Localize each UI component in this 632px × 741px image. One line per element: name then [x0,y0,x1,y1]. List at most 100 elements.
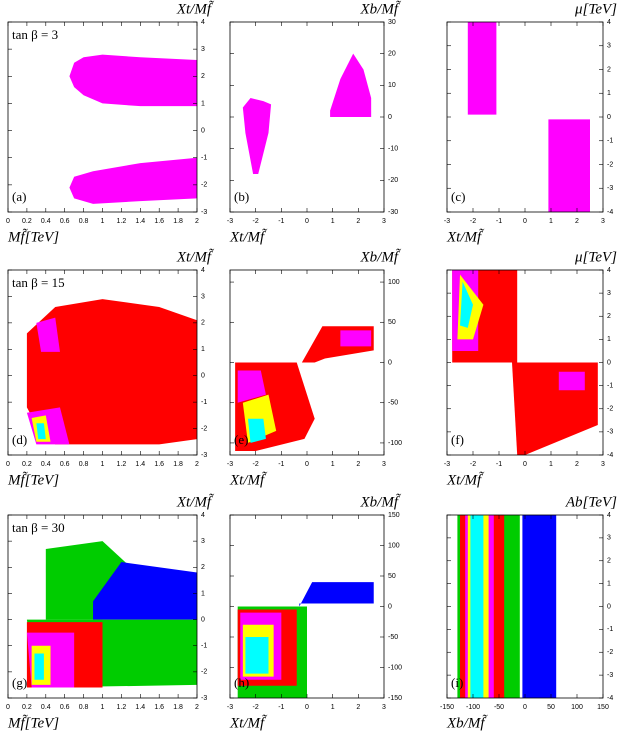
x-tick-label: 0.2 [22,218,32,225]
panel-label: (d) [12,432,27,447]
y-axis-label: Xt/Mf̃ [176,248,214,265]
point-region [299,582,374,607]
y-tick-label: 0 [201,127,205,134]
y-axis-label: μ[TeV] [574,249,617,265]
y-tick-label: 4 [607,19,611,26]
y-tick-label: 150 [388,512,400,519]
x-tick-label: 1.8 [173,704,183,711]
panel-label: (a) [12,189,26,204]
x-tick-label: -3 [227,218,233,225]
x-tick-label: 2 [575,461,579,468]
x-tick-label: 0 [523,218,527,225]
y-tick-label: 2 [201,73,205,80]
x-tick-label: 1 [549,218,553,225]
x-axis-label: Xt/Mf̃ [446,228,484,245]
y-tick-label: 0 [388,603,392,610]
x-axis-label: Mf̃[TeV] [7,714,59,731]
x-tick-label: 3 [382,461,386,468]
x-tick-label: 3 [601,218,605,225]
point-region [36,423,46,440]
y-tick-label: -2 [607,406,613,413]
point-region [548,119,590,212]
x-tick-label: 1.2 [117,218,127,225]
x-tick-label: 1 [331,218,335,225]
x-tick-label: 1.4 [135,704,145,711]
y-tick-label: 3 [607,43,611,50]
point-region [467,22,497,115]
panel-label: (g) [12,675,27,690]
x-axis-label: Mf̃[TeV] [7,228,59,245]
y-tick-label: -20 [388,177,398,184]
point-region [26,299,198,445]
point-region [242,98,272,174]
y-tick-label: 4 [607,267,611,274]
x-tick-label: 0.6 [60,461,70,468]
y-tick-label: -50 [388,634,398,641]
y-axis-label: Ab[TeV] [565,494,617,510]
y-tick-label: -1 [607,626,613,633]
point-region [460,281,473,328]
y-tick-label: -3 [607,429,613,436]
x-axis-label: Xt/Mf̃ [446,471,484,488]
y-tick-label: 1 [201,100,205,107]
y-tick-label: -2 [201,669,207,676]
panel-label: (h) [234,675,249,690]
y-tick-label: 0 [388,359,392,366]
x-tick-label: 0.6 [60,704,70,711]
x-axis-label: Xt/Mf̃ [229,714,267,731]
point-region [512,362,598,455]
x-tick-label: 2 [356,704,360,711]
x-tick-label: 0.4 [41,704,51,711]
y-tick-label: -1 [607,138,613,145]
x-tick-label: 1.8 [173,218,183,225]
y-tick-label: -2 [201,425,207,432]
y-tick-label: 10 [388,82,396,89]
x-tick-label: 0 [523,461,527,468]
y-tick-label: -1 [201,155,207,162]
point-region [34,653,44,680]
y-tick-label: 4 [201,512,205,519]
x-tick-label: 2 [356,218,360,225]
x-tick-label: 3 [382,218,386,225]
y-tick-label: 100 [388,542,400,549]
y-tick-label: -4 [607,209,613,216]
y-tick-label: 0 [607,359,611,366]
x-axis-label: Mf̃[TeV] [7,471,59,488]
y-tick-label: -2 [201,182,207,189]
x-tick-label: 0 [305,218,309,225]
y-axis-label: μ[TeV] [574,1,617,17]
x-tick-label: 1 [331,704,335,711]
x-tick-label: 2 [195,704,199,711]
y-axis-label: Xb/Mf̃ [360,0,402,17]
point-region [247,418,266,443]
point-region [470,515,484,698]
point-region [330,53,372,117]
point-region [522,515,557,698]
x-tick-label: 1 [549,461,553,468]
y-tick-label: 2 [607,558,611,565]
x-tick-label: -1 [496,461,502,468]
y-tick-label: 3 [201,293,205,300]
point-region [558,371,585,391]
y-tick-label: -2 [607,649,613,656]
x-tick-label: 0 [6,218,10,225]
y-tick-label: 50 [388,573,396,580]
point-region [245,637,269,674]
x-tick-label: 0.2 [22,461,32,468]
x-tick-label: -100 [466,704,480,711]
y-axis-label: Xt/Mf̃ [176,493,214,510]
y-tick-label: 0 [607,603,611,610]
x-tick-label: -2 [253,461,259,468]
x-tick-label: 1.8 [173,461,183,468]
point-region [237,370,266,403]
panel-label: (f) [451,432,464,447]
y-tick-label: 4 [607,512,611,519]
y-tick-label: 1 [201,590,205,597]
point-region [69,54,197,107]
point-region [36,317,60,352]
y-tick-label: 3 [607,535,611,542]
y-tick-label: 20 [388,51,396,58]
x-tick-label: -2 [470,461,476,468]
x-tick-label: 1 [331,461,335,468]
